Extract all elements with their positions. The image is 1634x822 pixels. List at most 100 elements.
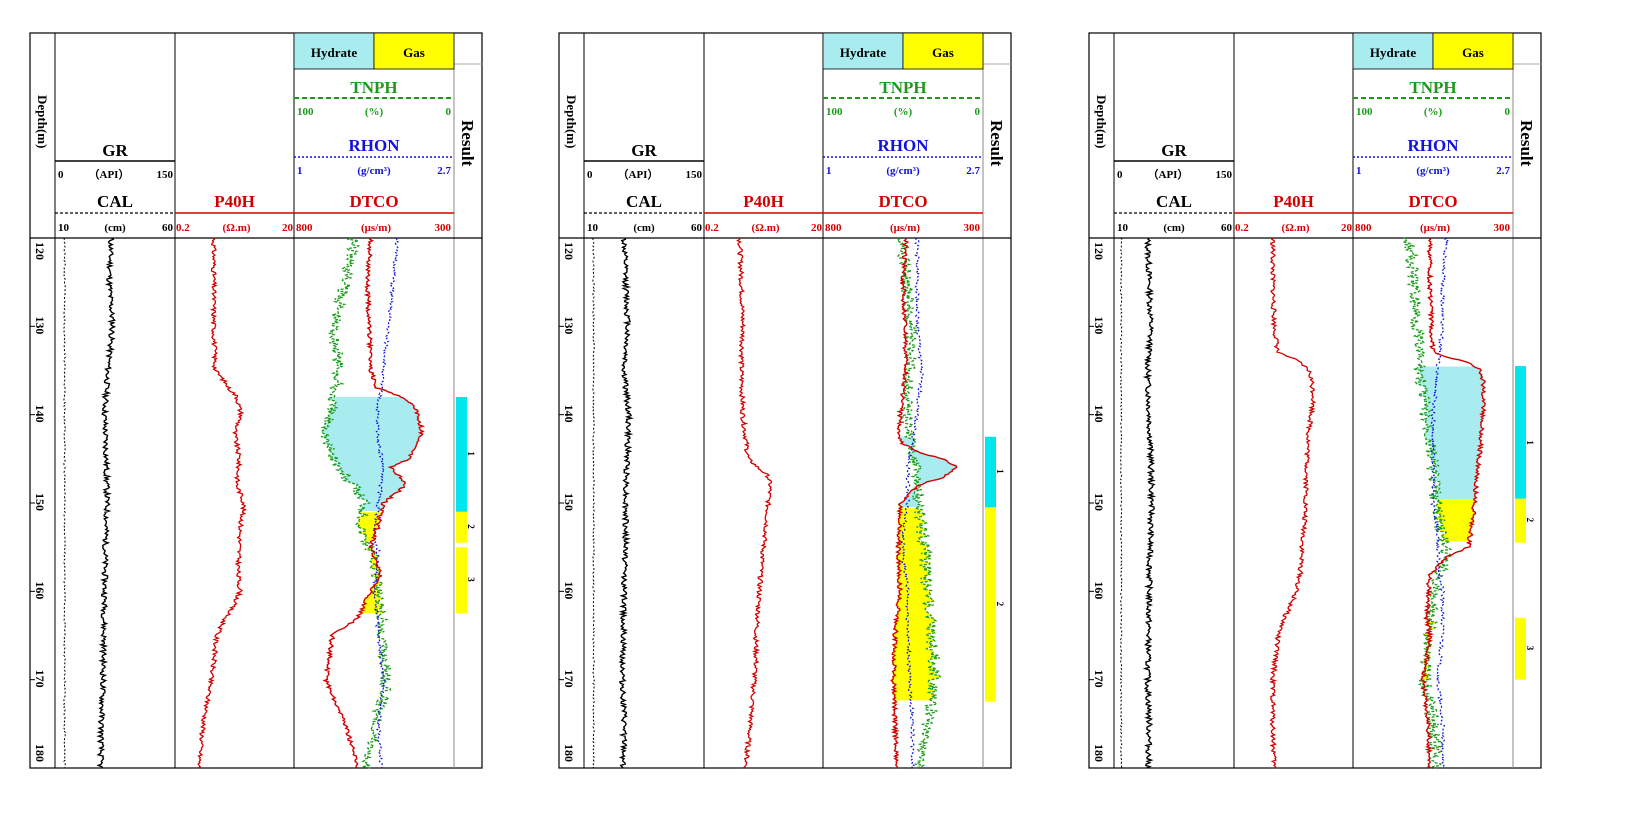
tnph-curve bbox=[320, 237, 392, 769]
result-interval-label-2: 2 bbox=[995, 602, 1005, 607]
dtco-curve-name: DTCO bbox=[878, 192, 927, 211]
panel-frame bbox=[1088, 32, 1542, 769]
p40h-unit: (Ω.m) bbox=[1281, 222, 1309, 234]
depth-tick-label: 150 bbox=[33, 493, 47, 511]
tnph-scale-min: 100 bbox=[826, 106, 843, 118]
result-interval-label-1: 1 bbox=[1525, 440, 1535, 445]
result-interval-2 bbox=[985, 507, 996, 702]
dtco-scale-max: 300 bbox=[1494, 222, 1511, 234]
cal-curve-name: CAL bbox=[626, 192, 662, 211]
dtco-curve bbox=[1420, 237, 1487, 769]
gr-curve bbox=[96, 237, 117, 769]
depth-axis-label: Depth(m) bbox=[35, 95, 50, 148]
cal-scale-max: 60 bbox=[1221, 222, 1233, 234]
rhon-scale-max: 2.7 bbox=[966, 165, 980, 177]
cal-scale-min: 10 bbox=[58, 222, 70, 234]
depth-tick-label: 140 bbox=[562, 405, 576, 423]
legend-hydrate-swatch bbox=[822, 32, 904, 70]
result-track-label: Result bbox=[987, 120, 1006, 167]
gr-scale-max: 150 bbox=[686, 169, 703, 181]
rhon-scale-max: 2.7 bbox=[437, 165, 451, 177]
legend-gas-swatch bbox=[373, 32, 455, 70]
result-interval-label-2: 2 bbox=[466, 524, 476, 529]
cal-scale-max: 60 bbox=[162, 222, 174, 234]
gr-scale-min: 0 bbox=[587, 169, 593, 181]
legend-gas-swatch bbox=[902, 32, 984, 70]
p40h-scale-max: 20 bbox=[1341, 222, 1353, 234]
legend-hydrate-label: Hydrate bbox=[1370, 45, 1416, 60]
cal-curve bbox=[1119, 237, 1123, 769]
result-interval-label-3: 3 bbox=[466, 577, 476, 582]
p40h-curve bbox=[197, 237, 248, 769]
cal-scale-min: 10 bbox=[587, 222, 599, 234]
result-interval-label-2: 2 bbox=[1525, 518, 1535, 523]
rhon-curve-name: RHON bbox=[1408, 136, 1460, 155]
p40h-scale-min: 0.2 bbox=[176, 222, 190, 234]
tnph-scale-max: 0 bbox=[975, 106, 981, 118]
cal-unit: (cm) bbox=[633, 222, 655, 234]
cal-unit: (cm) bbox=[104, 222, 126, 234]
hydrate-fill bbox=[321, 397, 424, 511]
dtco-scale-min: 800 bbox=[296, 222, 313, 234]
tnph-unit: (%) bbox=[894, 106, 913, 118]
tnph-curve bbox=[896, 237, 942, 769]
depth-tick-label: 180 bbox=[1092, 744, 1106, 762]
dtco-scale-max: 300 bbox=[435, 222, 452, 234]
gr-curve-name: GR bbox=[631, 141, 657, 160]
rhon-scale-min: 1 bbox=[1356, 165, 1362, 177]
depth-tick-label: 130 bbox=[1092, 316, 1106, 334]
gr-unit: （API） bbox=[89, 168, 130, 181]
p40h-scale-max: 20 bbox=[811, 222, 823, 234]
tnph-curve-name: TNPH bbox=[879, 78, 926, 97]
depth-tick-label: 120 bbox=[1092, 242, 1106, 260]
tnph-unit: (%) bbox=[1424, 106, 1443, 118]
depth-tick-label: 160 bbox=[33, 581, 47, 599]
gr-scale-max: 150 bbox=[1216, 169, 1233, 181]
depth-tick-label: 140 bbox=[1092, 405, 1106, 423]
dtco-curve-name: DTCO bbox=[349, 192, 398, 211]
cal-curve-name: CAL bbox=[97, 192, 133, 211]
legend-gas-label: Gas bbox=[1462, 45, 1484, 60]
gr-scale-min: 0 bbox=[58, 169, 64, 181]
rhon-unit: (g/cm³) bbox=[1416, 165, 1450, 177]
cal-curve bbox=[592, 238, 595, 768]
p40h-curve-name: P40H bbox=[1273, 192, 1314, 211]
dtco-scale-max: 300 bbox=[964, 222, 981, 234]
rhon-curve-name: RHON bbox=[878, 136, 930, 155]
depth-tick-label: 170 bbox=[562, 670, 576, 688]
p40h-scale-max: 20 bbox=[282, 222, 294, 234]
legend-gas-swatch bbox=[1432, 32, 1514, 70]
gr-scale-max: 150 bbox=[157, 169, 174, 181]
gr-unit: （API） bbox=[618, 168, 659, 181]
gr-curve-name: GR bbox=[1161, 141, 1187, 160]
result-interval-1 bbox=[456, 397, 467, 512]
result-interval-3 bbox=[456, 547, 467, 614]
p40h-curve bbox=[736, 237, 773, 769]
depth-tick-label: 160 bbox=[1092, 581, 1106, 599]
depth-tick-label: 120 bbox=[562, 242, 576, 260]
cal-scale-max: 60 bbox=[691, 222, 703, 234]
result-interval-1 bbox=[1515, 366, 1526, 521]
p40h-scale-min: 0.2 bbox=[1235, 222, 1249, 234]
depth-tick-label: 130 bbox=[33, 316, 47, 334]
legend-hydrate-swatch bbox=[293, 32, 375, 70]
rhon-curve-name: RHON bbox=[349, 136, 401, 155]
rhon-unit: (g/cm³) bbox=[886, 165, 920, 177]
rhon-unit: (g/cm³) bbox=[357, 165, 391, 177]
p40h-curve-name: P40H bbox=[743, 192, 784, 211]
depth-tick-label: 180 bbox=[562, 744, 576, 762]
rhon-curve bbox=[371, 237, 400, 769]
cal-curve-name: CAL bbox=[1156, 192, 1192, 211]
result-track-label: Result bbox=[1517, 120, 1536, 167]
legend-gas-label: Gas bbox=[403, 45, 425, 60]
rhon-scale-min: 1 bbox=[297, 165, 303, 177]
depth-tick-label: 160 bbox=[562, 581, 576, 599]
depth-axis-label: Depth(m) bbox=[1094, 95, 1109, 148]
tnph-curve bbox=[1401, 237, 1454, 769]
dtco-unit: (μs/m) bbox=[361, 222, 391, 234]
panel-frame bbox=[29, 32, 483, 769]
legend-gas-label: Gas bbox=[932, 45, 954, 60]
result-interval-label-1: 1 bbox=[995, 469, 1005, 474]
